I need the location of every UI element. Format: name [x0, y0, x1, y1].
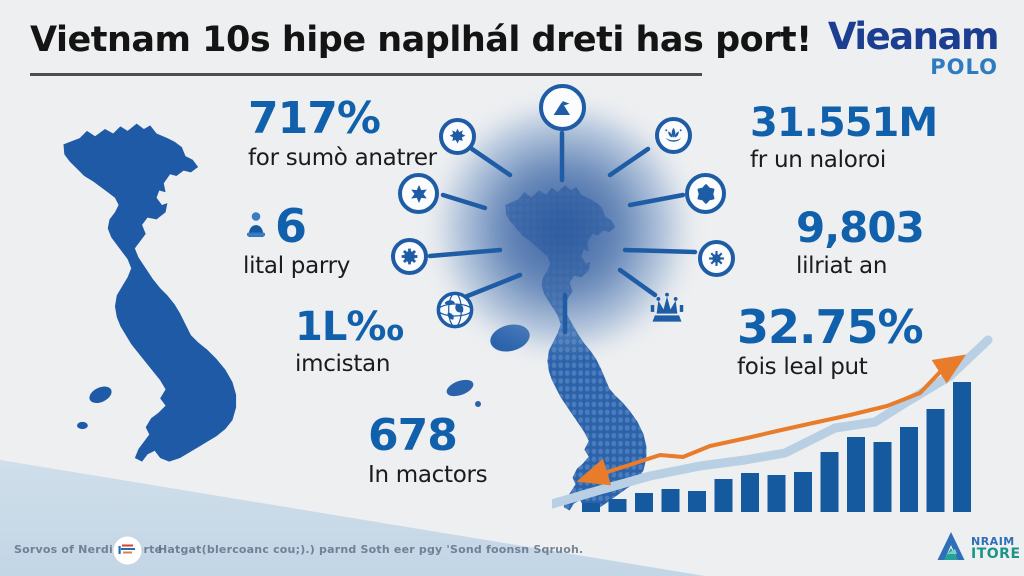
- stat-block-factors: 678 In mactors: [368, 410, 488, 489]
- figure-icon: [243, 209, 269, 243]
- bar: [767, 475, 786, 512]
- stat-value: 6: [275, 199, 307, 253]
- mountain-flag-icon: [539, 84, 586, 131]
- stat-block-thousands: 9,803 lilriat an: [796, 203, 925, 280]
- bar: [953, 382, 971, 512]
- bar: [608, 499, 627, 512]
- stat-value: 31.551M: [750, 100, 938, 146]
- stat-label: for sumò anatrer: [248, 145, 437, 172]
- page-title: Vietnam 10s hipe naplhál dreti has port!: [30, 20, 812, 60]
- stat-label: lilriat an: [796, 253, 888, 280]
- stat-block-growth: 717% for sumò anatrer: [248, 93, 437, 172]
- stat-label: imcistan: [295, 351, 391, 377]
- radial-spokes: [427, 130, 698, 335]
- footer-note-text: Hatgat(blercoanc cou;).) parnd Soth eer …: [158, 543, 584, 556]
- stat-block-million: 31.551M fr un naloroi: [750, 100, 938, 173]
- bar: [635, 493, 653, 512]
- vietnam-map-large: [63, 123, 237, 462]
- corner-logo-a-icon: [933, 527, 969, 569]
- stat-value: 678: [368, 410, 458, 461]
- corner-logo: NRAIM ITORE: [933, 527, 1021, 569]
- growth-chart: [552, 335, 993, 512]
- sun-icon: [698, 240, 735, 277]
- bar: [661, 489, 680, 512]
- lotus-icon: [655, 117, 692, 154]
- six-point-star-icon: [398, 173, 439, 214]
- brand-name: Vieanam: [827, 15, 1000, 58]
- gear-icon: [391, 238, 428, 275]
- bar: [582, 503, 600, 512]
- corner-logo-line1: NRAIM: [971, 534, 1015, 548]
- stat-block-share: 1L‰ imcistan: [295, 304, 404, 377]
- stat-value: 32.75%: [737, 300, 924, 354]
- bar: [926, 409, 945, 512]
- brand-subname: POLO: [930, 55, 998, 79]
- brand-logo: Vieanam POLO: [827, 15, 1000, 79]
- bar: [714, 479, 733, 512]
- stat-value: 9,803: [796, 203, 925, 252]
- stat-label: In mactors: [368, 462, 488, 489]
- footer-badge-logo: [112, 535, 143, 570]
- splat-icon: [439, 118, 476, 155]
- bar: [794, 472, 812, 512]
- stat-value: 717%: [248, 93, 381, 144]
- crown-icon: [646, 286, 688, 324]
- stat-block-count: 6 lital parry: [243, 199, 351, 280]
- bar: [820, 452, 839, 512]
- bar: [847, 437, 865, 512]
- bar: [873, 442, 892, 512]
- stat-value: 1L‰: [295, 304, 404, 350]
- stat-label: fr un naloroi: [750, 147, 886, 173]
- stat-label: lital parry: [243, 253, 351, 280]
- trend-arrow-line: [576, 354, 967, 486]
- corner-logo-line2: ITORE: [971, 545, 1021, 562]
- bar: [741, 473, 759, 512]
- title-underline: [30, 73, 702, 76]
- bar: [900, 427, 918, 512]
- hex-star-icon: [685, 173, 726, 214]
- bar: [688, 491, 706, 512]
- globe-icon: [434, 289, 476, 331]
